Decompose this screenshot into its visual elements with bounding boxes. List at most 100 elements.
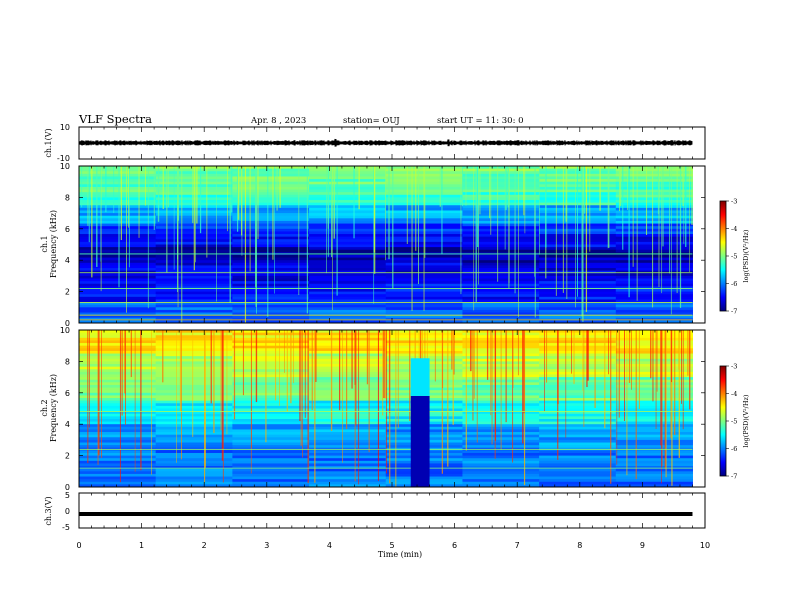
spectrogram-cell [232,387,310,391]
spectrogram-cell [232,468,310,472]
spectrogram-cell [155,468,233,472]
spectrogram-cell [539,302,617,306]
spectrogram-cell [615,281,693,285]
spectrogram-cell [79,307,157,311]
spectrogram-cell [539,432,617,436]
spectrogram-cell [539,309,617,314]
spectrogram-cell [79,484,157,488]
spectrogram-cell [155,270,233,274]
spectrogram-cell [462,194,540,198]
spectrogram-cell [79,168,157,172]
spectrogram-cell [539,460,617,464]
spectrogram-cell [232,460,310,464]
spectrogram-cell [232,200,310,204]
spectrogram-cell [615,392,693,396]
spectrogram-cell [155,432,233,436]
spectrogram-cell [232,268,310,272]
spectrogram-cell [79,239,157,243]
spectrogram-cell [462,189,540,193]
spectrogram-cell [79,387,157,391]
spectrogram-cell [155,424,233,428]
ch3-waveform-trace [79,512,693,516]
spectrogram-cell [232,223,310,227]
spectrogram-cell [615,244,693,248]
spectrogram-cell [539,384,617,389]
spectrogram-cell [232,296,310,300]
spectrogram-cell [615,390,693,394]
spectrogram-cell [539,379,617,383]
spectrogram-cell [232,340,310,344]
spectrogram-cell [309,398,387,402]
spectrogram-cell [232,390,310,394]
ch1-ylabel-frequency: Frequency (kHz) [49,210,58,278]
spectrogram-cell [462,302,540,306]
spectrogram-cell [615,429,693,433]
spectrogram-cell [232,281,310,285]
spectrogram-cell [79,476,157,480]
colorbar-tick-label: -3 [731,198,737,206]
spectrogram-cell [155,317,233,321]
spectrogram-cell [79,481,157,485]
frequency-tick-label: 10 [60,326,70,335]
spectrogram-cell [615,434,693,438]
spectrogram-cell [309,476,387,480]
spectrogram-cell [462,275,540,280]
spectrogram-cell [615,275,693,280]
spectrogram-cell [155,288,233,293]
spectrogram-cell [309,450,387,454]
spectrogram-cell [155,473,233,478]
spectrogram-cell [539,350,617,355]
spectrogram-cell [615,262,693,266]
spectrogram-cell [615,184,693,188]
colorbar-tick-label: -4 [731,390,737,398]
spectrogram-cell [539,369,617,373]
spectrogram-cell [79,343,157,347]
spectrogram-cell [615,408,693,412]
spectrogram-cell [309,356,387,360]
spectrogram-cell [155,315,233,319]
spectrogram-cell [79,315,157,319]
spectrogram-cell [615,202,693,206]
spectrogram-cell [155,343,233,347]
spectrogram-cell [232,371,310,375]
spectrogram-cell [309,345,387,349]
spectrogram-cell [155,418,233,423]
spectrogram-cell [309,273,387,277]
spectrogram-cell [79,452,157,457]
spectrogram-cell [539,405,617,409]
spectrogram-cell [539,437,617,441]
spectrogram-cell [232,466,310,470]
spectrogram-cell [615,270,693,274]
spectrogram-cell [309,432,387,436]
spectrogram-cell [385,337,463,341]
spectrogram-cell [615,432,693,436]
spectrogram-cell [155,403,233,407]
spectrogram-cell [79,332,157,336]
spectrogram-cell [309,332,387,336]
spectrogram-cell [155,463,233,467]
spectrogram-cell [309,439,387,444]
spectrogram-cell [309,207,387,211]
spectrogram-cell [309,166,387,170]
spectrogram-cell [462,463,540,467]
spectrogram-cell [232,186,310,191]
spectrogram-cell [155,377,233,381]
spectrogram-cell [615,426,693,430]
spectrogram-cell [232,473,310,478]
spectrogram-cell [462,254,540,259]
spectrogram-cell [309,377,387,381]
spectrogram-cell [232,234,310,238]
spectrogram-cell [309,379,387,383]
frequency-tick-label: 0 [65,483,70,492]
spectrogram-cell [539,335,617,339]
spectrogram-cell [155,309,233,314]
spectrogram-cell [615,317,693,321]
spectrogram-cell [79,426,157,430]
spectrogram-cell [232,194,310,198]
spectrogram-cell [615,400,693,404]
spectrogram-cell [615,382,693,386]
spectrogram-cell [79,210,157,214]
spectrogram-cell [232,262,310,266]
spectrogram-cell [155,395,233,399]
